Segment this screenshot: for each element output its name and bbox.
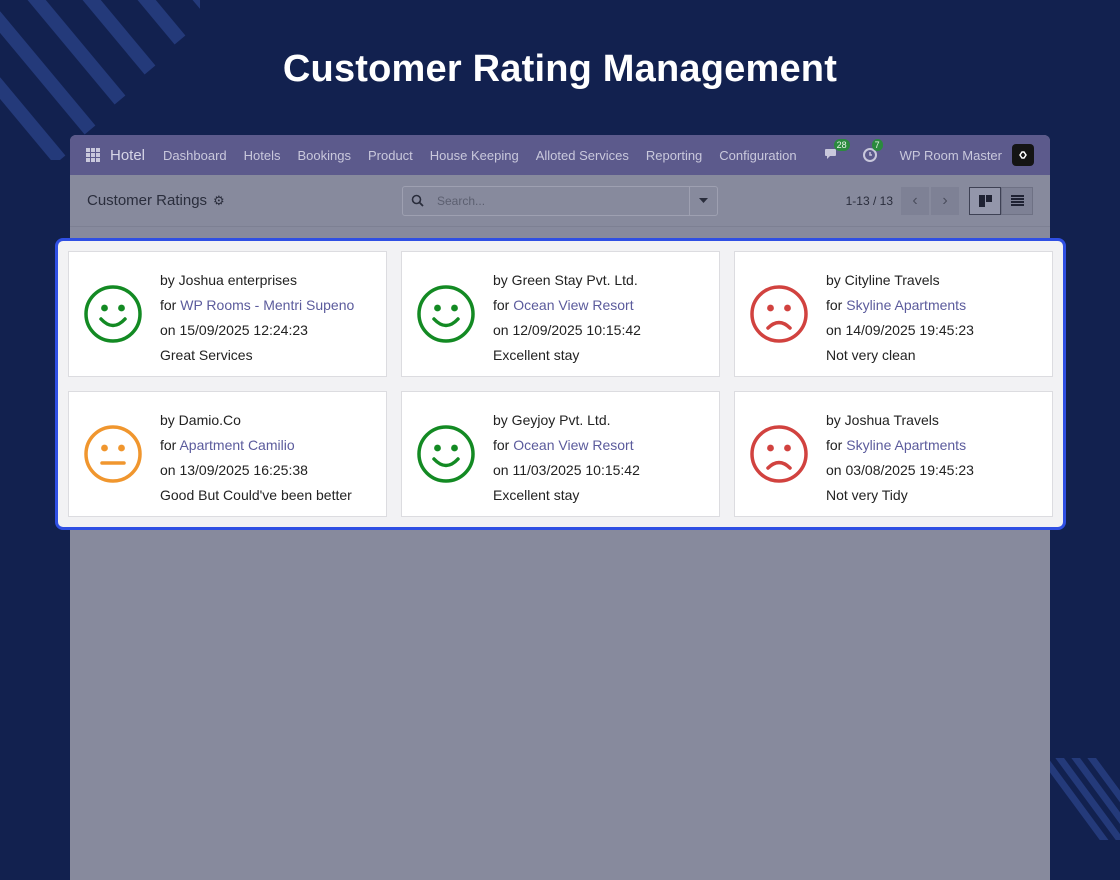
rating-info: by Joshua enterprises for WP Rooms - Men… (160, 268, 354, 368)
pager: 1-13 / 13 ‹ › (845, 186, 1033, 215)
rating-comment: Excellent stay (493, 487, 580, 503)
menu-dashboard[interactable]: Dashboard (163, 147, 227, 163)
rating-date: on 11/03/2025 10:15:42 (493, 462, 640, 478)
rating-author: by Geyjoy Pvt. Ltd. (493, 412, 611, 428)
rating-card[interactable]: by Joshua enterprises for WP Rooms - Men… (68, 251, 387, 377)
kanban-icon (978, 194, 992, 207)
menu-house-keeping[interactable]: House Keeping (429, 147, 519, 163)
control-panel: Customer Ratings ⚙ 1-13 / 13 ‹ › (70, 175, 1050, 227)
pager-previous-button[interactable]: ‹ (901, 186, 929, 215)
rating-target-link[interactable]: Ocean View Resort (513, 437, 634, 453)
rating-author: by Green Stay Pvt. Ltd. (493, 272, 638, 288)
search-icon (403, 194, 431, 207)
rating-comment: Not very clean (826, 347, 916, 363)
menu-alloted-services[interactable]: Alloted Services (535, 147, 629, 163)
rating-date: on 13/09/2025 16:25:38 (160, 462, 308, 478)
page-title: Customer Ratings (87, 192, 208, 209)
rating-comment: Not very Tidy (826, 487, 908, 503)
rating-author: by Joshua enterprises (160, 272, 297, 288)
rating-card[interactable]: by Cityline Travels for Skyline Apartmen… (734, 251, 1053, 377)
company-switcher[interactable]: WP Room Master (899, 147, 1002, 163)
rating-target-link[interactable]: Ocean View Resort (513, 297, 634, 313)
rating-card[interactable]: by Joshua Travels for Skyline Apartments… (734, 391, 1053, 517)
sad-face-icon (750, 285, 808, 343)
rating-target-link[interactable]: Apartment Camilio (179, 437, 295, 453)
breadcrumb: Customer Ratings ⚙ (87, 192, 402, 209)
navbar-systray: 28 7 WP Room Master (824, 139, 1034, 166)
rating-date: on 12/09/2025 10:15:42 (493, 322, 641, 338)
decorative-stripes-top-left (0, 0, 200, 160)
user-avatar[interactable] (1012, 144, 1034, 166)
list-icon (1010, 195, 1024, 206)
gear-icon[interactable]: ⚙ (213, 192, 225, 208)
rating-target: for WP Rooms - Mentri Supeno (160, 297, 355, 313)
menu-configuration[interactable]: Configuration (719, 147, 797, 163)
pager-value[interactable]: 1-13 / 13 (845, 193, 893, 208)
messages-count-badge: 28 (833, 139, 850, 151)
search-input[interactable] (431, 186, 689, 215)
rating-target: for Apartment Camilio (160, 437, 295, 453)
rating-card[interactable]: by Green Stay Pvt. Ltd. for Ocean View R… (401, 251, 720, 377)
banner-title: Customer Rating Management (282, 48, 838, 90)
apps-grid-icon[interactable] (86, 148, 100, 162)
rating-target: for Skyline Apartments (826, 297, 967, 313)
rating-date: on 14/09/2025 19:45:23 (826, 322, 974, 338)
rating-author: by Damio.Co (160, 412, 241, 428)
rating-target-link[interactable]: WP Rooms - Mentri Supeno (180, 297, 355, 313)
rating-target: for Ocean View Resort (493, 437, 634, 453)
view-switcher (969, 186, 1033, 215)
happy-face-icon (417, 285, 475, 343)
caret-down-icon (699, 197, 708, 203)
rating-comment: Excellent stay (493, 347, 580, 363)
rating-card[interactable]: by Damio.Co for Apartment Camilio on 13/… (68, 391, 387, 517)
rating-card[interactable]: by Geyjoy Pvt. Ltd. for Ocean View Resor… (401, 391, 720, 517)
top-navbar: Hotel Dashboard Hotels Bookings Product … (70, 135, 1050, 175)
menu-reporting[interactable]: Reporting (645, 147, 703, 163)
decorative-stripes-bottom-right (1050, 758, 1120, 840)
rating-target-link[interactable]: Skyline Apartments (846, 437, 967, 453)
user-logo-icon (1019, 151, 1027, 159)
rating-date: on 03/08/2025 19:45:23 (826, 462, 974, 478)
rating-target-link[interactable]: Skyline Apartments (846, 297, 967, 313)
rating-info: by Cityline Travels for Skyline Apartmen… (826, 268, 974, 368)
rating-author: by Joshua Travels (826, 412, 939, 428)
list-view-button[interactable] (1001, 186, 1033, 215)
rating-comment: Good But Could've been better (160, 487, 352, 503)
rating-comment: Great Services (160, 347, 253, 363)
messages-button[interactable]: 28 (824, 139, 850, 163)
kanban-view-button[interactable] (969, 186, 1001, 215)
search-bar (402, 185, 718, 216)
app-brand[interactable]: Hotel (110, 146, 146, 164)
rating-author: by Cityline Travels (826, 272, 940, 288)
rating-date: on 15/09/2025 12:24:23 (160, 322, 308, 338)
clock-icon (862, 148, 877, 162)
activities-count-badge: 7 (871, 139, 883, 151)
neutral-face-icon (84, 425, 142, 483)
rating-target: for Skyline Apartments (826, 437, 967, 453)
rating-info: by Damio.Co for Apartment Camilio on 13/… (160, 408, 352, 508)
menu-product[interactable]: Product (367, 147, 413, 163)
happy-face-icon (84, 285, 142, 343)
rating-info: by Geyjoy Pvt. Ltd. for Ocean View Resor… (493, 408, 640, 508)
rating-info: by Green Stay Pvt. Ltd. for Ocean View R… (493, 268, 641, 368)
ratings-kanban-panel: by Joshua enterprises for WP Rooms - Men… (55, 238, 1066, 530)
rating-info: by Joshua Travels for Skyline Apartments… (826, 408, 974, 508)
menu-hotels[interactable]: Hotels (243, 147, 281, 163)
sad-face-icon (750, 425, 808, 483)
pager-next-button[interactable]: › (931, 186, 959, 215)
happy-face-icon (417, 425, 475, 483)
chat-bubble-icon (824, 149, 836, 159)
activities-button[interactable]: 7 (862, 139, 883, 163)
search-options-toggle[interactable] (689, 186, 717, 215)
rating-target: for Ocean View Resort (493, 297, 634, 313)
menu-bookings[interactable]: Bookings (297, 147, 351, 163)
